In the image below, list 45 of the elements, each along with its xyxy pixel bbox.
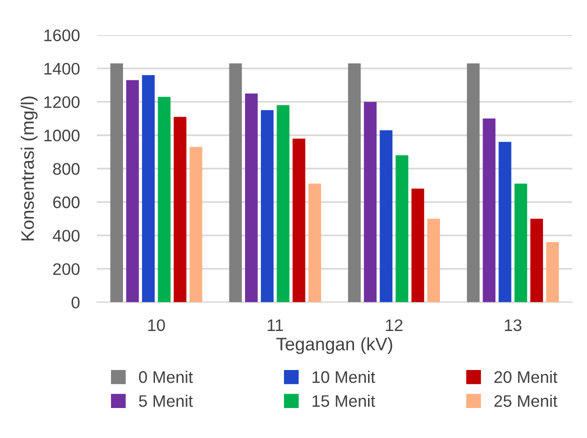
legend-label: 5 Menit [139, 394, 193, 407]
y-tick-label: 1400 [44, 62, 80, 75]
bar [276, 105, 290, 302]
x-tick-label: 11 [268, 320, 283, 331]
bar [498, 142, 512, 302]
bar [396, 155, 408, 302]
y-tick-label: 200 [53, 263, 80, 276]
y-tick-label: 400 [52, 230, 80, 242]
bar [482, 118, 496, 302]
x-axis-title: Tegangan (kV) [276, 337, 392, 354]
x-tick-label: 12 [386, 319, 402, 331]
legend-label: 10 Menit [312, 370, 376, 383]
y-tick-label: 1600 [44, 29, 80, 42]
bar [260, 110, 274, 302]
bar [411, 188, 424, 302]
bar [308, 184, 322, 302]
bar [530, 218, 544, 302]
y-tick-label: 800 [53, 163, 80, 175]
bar [348, 63, 361, 302]
legend-label: 0 Menit [138, 370, 193, 383]
bar [380, 130, 392, 302]
y-tick-label: 0 [72, 296, 80, 308]
bar [110, 63, 124, 302]
y-tick-label: 1200 [44, 96, 80, 108]
bar [466, 63, 480, 302]
bar [427, 218, 440, 302]
y-axis-title: Konsentrasi (mg/l) [20, 96, 38, 240]
bar [546, 242, 559, 302]
bar [158, 96, 171, 302]
bar [292, 138, 306, 302]
bar [245, 93, 258, 302]
y-tick-label: 1000 [44, 130, 80, 142]
y-tick-label: 600 [53, 196, 80, 208]
bar [174, 116, 186, 302]
bar [514, 184, 528, 302]
legend-label: 15 Menit [312, 394, 376, 407]
bar [229, 63, 242, 302]
bar [142, 75, 155, 302]
x-tick-label: 13 [504, 319, 522, 332]
bar [190, 146, 202, 302]
x-tick-label: 10 [148, 319, 165, 332]
legend-label: 25 Menit [494, 394, 558, 407]
legend-label: 20 Menit [494, 370, 558, 383]
bar [126, 80, 139, 302]
bar [364, 102, 377, 302]
